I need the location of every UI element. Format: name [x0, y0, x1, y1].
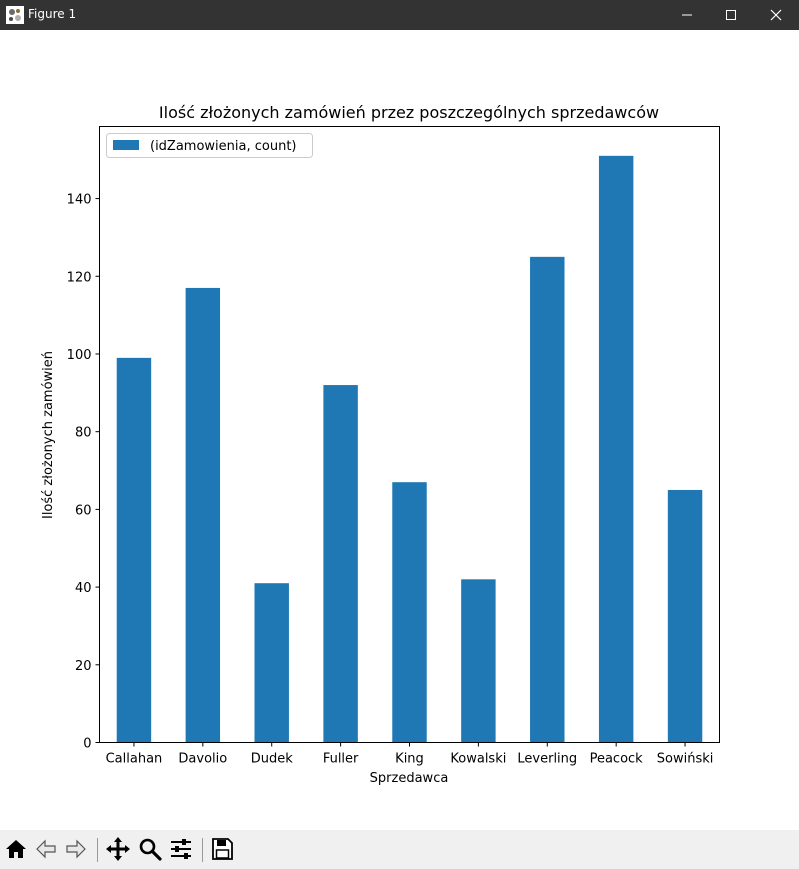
- minimize-icon: [681, 14, 692, 16]
- plot-frame: [99, 126, 720, 743]
- save-icon: [212, 838, 233, 860]
- figure-app-icon: [6, 6, 24, 24]
- forward-arrow-icon: [66, 839, 86, 859]
- bar-fuller: [323, 385, 358, 743]
- bar-callahan: [116, 357, 152, 743]
- bar-chart: Ilość złożonych zamówień przez poszczegó…: [41, 103, 720, 786]
- x-tick-label: Callahan: [106, 752, 163, 767]
- back-arrow-icon: [36, 839, 56, 859]
- x-ticks-group: Callahan Davolio Dudek Fuller King Kowalski Le…: [106, 742, 714, 767]
- y-tick-label: 120: [67, 270, 92, 285]
- y-tick-label: 40: [75, 581, 92, 596]
- save-button[interactable]: [207, 834, 237, 864]
- maximize-button[interactable]: [708, 0, 753, 30]
- x-tick-label: Kowalski: [450, 752, 506, 767]
- y-tick-label: 60: [75, 503, 92, 518]
- bars-group: [116, 155, 703, 743]
- close-button[interactable]: [753, 0, 798, 30]
- home-icon: [6, 840, 26, 858]
- bar-leverling: [530, 256, 565, 743]
- y-tick-label: 0: [83, 737, 91, 752]
- x-tick-label: Dudek: [251, 752, 293, 767]
- close-icon: [770, 9, 781, 21]
- maximize-icon: [725, 10, 736, 20]
- y-ticks-group: 0 20 40 60 80 100 120 140: [67, 193, 100, 752]
- x-tick-label: Peacock: [590, 752, 644, 767]
- x-tick-label: Davolio: [178, 752, 227, 767]
- window-titlebar: Figure 1: [0, 0, 799, 30]
- pan-icon: [106, 837, 130, 861]
- navigation-toolbar: [0, 830, 799, 869]
- configure-subplots-button[interactable]: [166, 834, 196, 864]
- bar-king: [392, 482, 427, 743]
- legend-swatch: [113, 140, 139, 150]
- back-button[interactable]: [31, 834, 61, 864]
- window-title: Figure 1: [28, 7, 77, 21]
- bar-davolio: [185, 287, 221, 743]
- minimize-button[interactable]: [664, 0, 709, 30]
- configure-subplots-icon: [171, 839, 191, 859]
- figure-canvas: Ilość złożonych zamówień przez poszczegó…: [0, 30, 799, 830]
- y-tick-label: 100: [67, 348, 92, 363]
- bar-peacock: [598, 155, 634, 743]
- x-tick-label: King: [395, 752, 424, 767]
- toolbar-separator: [97, 838, 98, 862]
- chart-title: Ilość złożonych zamówień przez poszczegó…: [159, 103, 659, 122]
- y-tick-label: 20: [75, 659, 92, 674]
- zoom-icon: [139, 838, 162, 861]
- bar-dudek: [254, 583, 289, 743]
- y-axis-label: Ilość złożonych zamówień: [41, 351, 56, 519]
- x-axis-label: Sprzedawca: [370, 771, 449, 786]
- x-tick-label: Fuller: [323, 752, 359, 767]
- x-tick-label: Sowiński: [657, 752, 714, 767]
- legend-box: [106, 133, 313, 158]
- legend-label: (idZamowienia, count): [150, 139, 297, 154]
- x-tick-label: Leverling: [517, 752, 577, 767]
- legend: (idZamowienia, count): [106, 133, 313, 158]
- home-button[interactable]: [1, 834, 31, 864]
- forward-button[interactable]: [61, 834, 91, 864]
- bar-sowiński: [667, 489, 703, 743]
- y-tick-label: 80: [75, 426, 92, 441]
- toolbar-separator: [202, 838, 203, 862]
- pan-button[interactable]: [103, 834, 133, 864]
- zoom-button[interactable]: [135, 834, 165, 864]
- bar-kowalski: [461, 579, 496, 743]
- y-tick-label: 140: [67, 193, 92, 208]
